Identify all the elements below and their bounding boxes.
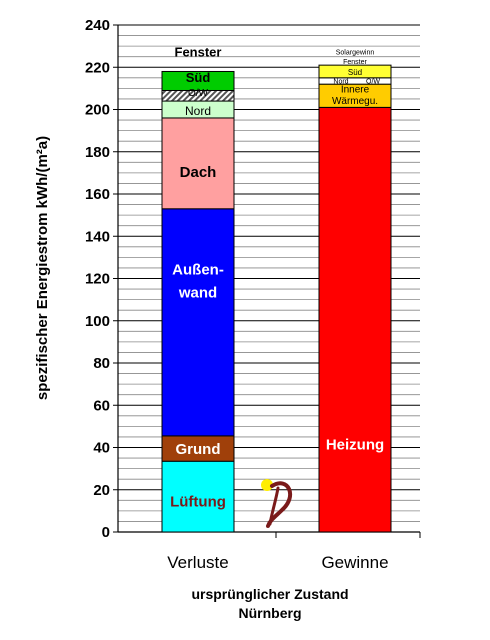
- category-label: Verluste: [167, 553, 228, 572]
- segment-label-nord: Nord: [185, 104, 211, 118]
- y-tick-label: 180: [85, 144, 110, 161]
- y-tick-label: 220: [85, 59, 110, 76]
- segment-label-grund: Grund: [176, 441, 221, 458]
- bars: [161, 64, 392, 533]
- y-tick-label: 240: [85, 17, 110, 34]
- segment-label-aussenwand-1: Außen-: [172, 261, 224, 278]
- bar-segment: [318, 64, 392, 79]
- y-tick-label: 160: [85, 186, 110, 203]
- y-tick-label: 60: [93, 397, 110, 414]
- segment-label-solargewinn: Solargewinn: [336, 50, 375, 57]
- caption-line-2: Nürnberg: [239, 605, 302, 621]
- y-tick-label: 80: [93, 355, 110, 372]
- bar-segment: [161, 460, 235, 533]
- segment-label-innere-1: Innere: [341, 85, 370, 96]
- segment-label-sued-g: Süd: [348, 68, 362, 77]
- y-tick-label: 100: [85, 313, 110, 330]
- y-tick-label: 40: [93, 440, 110, 457]
- segment-label-fenster-g: Fenster: [343, 59, 367, 66]
- y-axis-label: spezifischer Energiestrom kWh/(m²a): [34, 136, 51, 400]
- segment-label-ow-g: O/W: [366, 79, 380, 86]
- segment-label-heizung: Heizung: [326, 437, 384, 454]
- segment-label-lueftung: Lüftung: [170, 494, 226, 511]
- bar-segment: [161, 70, 235, 91]
- bar-segment: [318, 106, 392, 533]
- y-tick-label: 140: [85, 228, 110, 245]
- logo-icon: [261, 479, 293, 528]
- segment-label-innere-2: Wärmegu.: [332, 96, 378, 107]
- y-tick-label: 120: [85, 271, 110, 288]
- bar-segment: [161, 435, 235, 462]
- segment-label-dach: Dach: [180, 164, 217, 181]
- bar-segment: [318, 77, 392, 85]
- segment-label-aussenwand-2: wand: [178, 285, 217, 302]
- y-tick-label: 20: [93, 482, 110, 499]
- category-label: Gewinne: [321, 553, 388, 572]
- segment-label-fenster: Fenster: [175, 45, 222, 60]
- caption-line-1: ursprünglicher Zustand: [191, 586, 348, 602]
- segment-label-sued: Süd: [186, 70, 211, 85]
- y-tick-label: 200: [85, 102, 110, 119]
- segment-label-ow: O/W: [188, 88, 209, 99]
- segment-label-nord-g: Nord: [333, 79, 348, 86]
- bar-segment: [161, 208, 235, 437]
- labels: Verluste Gewinne Lüftung Grund Außen-wand Dac…: [167, 45, 388, 572]
- y-tick-label: 0: [102, 524, 110, 541]
